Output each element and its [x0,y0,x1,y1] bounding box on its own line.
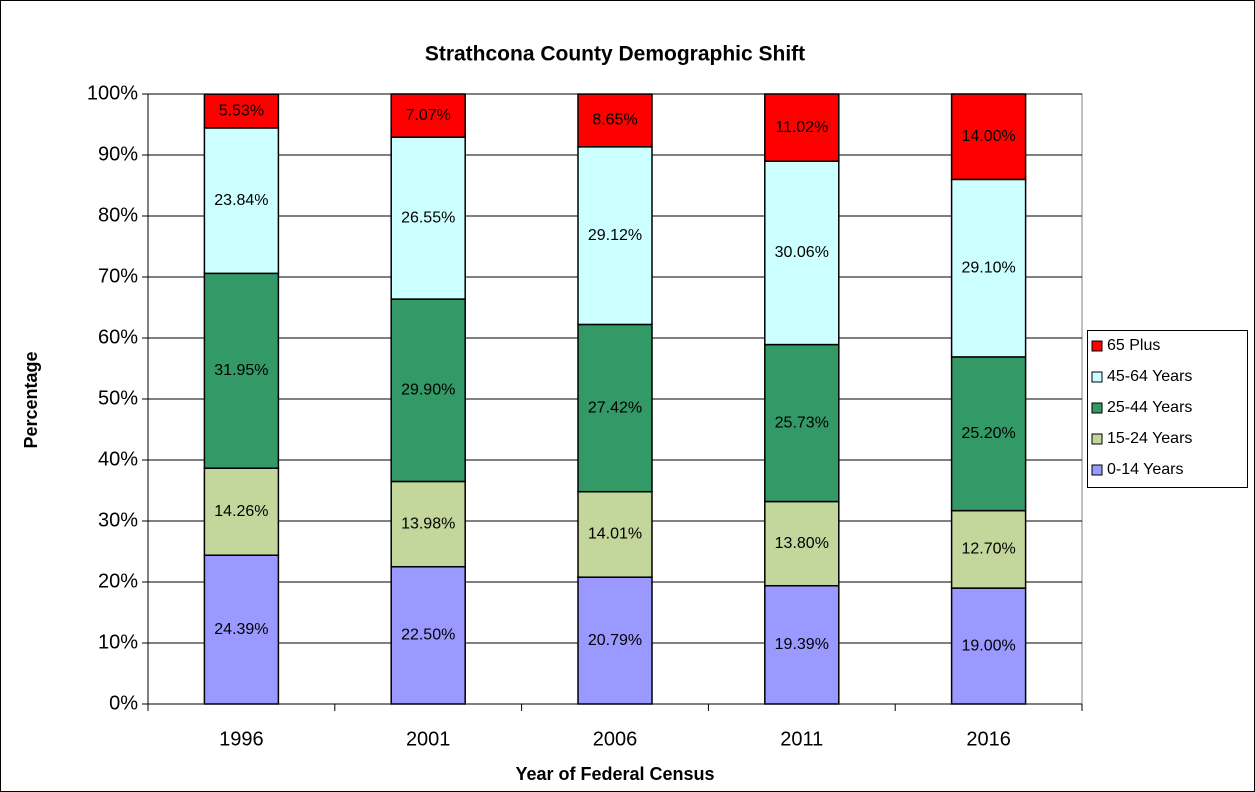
bar-segment [764,160,840,346]
data-label: 14.26% [214,503,268,520]
data-label: 29.90% [401,381,455,398]
legend-swatch [1091,402,1103,414]
y-tick-label: 10% [98,631,138,653]
y-tick-label: 100% [87,82,138,104]
data-label: 25.73% [775,414,829,431]
data-label: 5.53% [219,102,264,119]
legend [1087,330,1248,488]
bar-segment [764,93,840,162]
bar-segment [577,576,653,705]
data-label: 7.07% [406,107,451,124]
x-tick-label: 2001 [406,728,451,750]
y-tick-label: 80% [98,204,138,226]
legend-swatch [1091,433,1103,445]
legend-swatch [1091,464,1103,476]
legend-label: 65 Plus [1107,337,1160,354]
legend-swatch [1091,340,1103,352]
y-tick-label: 90% [98,143,138,165]
data-label: 31.95% [214,362,268,379]
data-label: 20.79% [588,632,642,649]
data-label: 14.00% [961,128,1015,145]
y-tick-label: 60% [98,326,138,348]
bar-segment [950,93,1027,181]
y-tick-label: 70% [98,265,138,287]
data-label: 19.00% [961,637,1015,654]
x-tick-label: 1996 [219,728,264,750]
bar-segment [390,136,466,300]
data-label: 13.80% [775,535,829,552]
bar-segment [390,480,466,568]
x-tick-label: 2011 [780,728,823,750]
data-label: 30.06% [775,244,829,261]
data-label: 29.12% [588,227,642,244]
x-tick-label: 2016 [966,728,1011,750]
x-axis-label: Year of Federal Census [515,764,714,784]
data-label: 29.10% [961,259,1015,276]
y-tick-label: 50% [98,387,138,409]
bar-segment [390,298,466,483]
y-tick-label: 0% [109,692,138,714]
bar-segment [203,272,280,469]
data-label: 13.98% [401,515,455,532]
bar-segment [577,93,653,148]
legend-label: 15-24 Years [1107,430,1192,447]
legend-label: 0-14 Years [1107,461,1184,478]
bar-segment [764,500,840,587]
bar-segment [764,343,840,503]
data-label: 14.01% [588,526,642,543]
legend-label: 25-44 Years [1107,399,1192,416]
data-label: 25.20% [961,425,1015,442]
data-label: 22.50% [401,627,455,644]
bar-segment [203,467,280,556]
x-tick-label: 2006 [593,728,638,750]
data-label: 19.39% [775,636,829,653]
bar-segment [203,93,280,129]
legend-label: 45-64 Years [1107,368,1192,385]
data-label: 26.55% [401,209,455,226]
data-label: 12.70% [961,541,1015,558]
bar-segment [203,127,280,275]
data-label: 27.42% [588,399,642,416]
data-label: 8.65% [592,112,637,129]
bar-segment [577,323,653,493]
data-label: 23.84% [214,192,268,209]
bar-segment [390,93,466,138]
bar-segment [390,566,466,705]
bar-segment [950,587,1027,705]
y-tick-label: 40% [98,448,138,470]
y-tick-label: 20% [98,570,138,592]
chart-title: Strathcona County Demographic Shift [425,43,805,66]
y-axis-label: Percentage [21,351,41,448]
data-label: 11.02% [775,119,828,136]
legend-swatch [1091,371,1103,383]
bar-segment [577,490,653,578]
bar-segment [764,584,840,705]
data-label: 24.39% [214,621,268,638]
y-tick-label: 30% [98,509,138,531]
bar-segment [950,178,1027,358]
